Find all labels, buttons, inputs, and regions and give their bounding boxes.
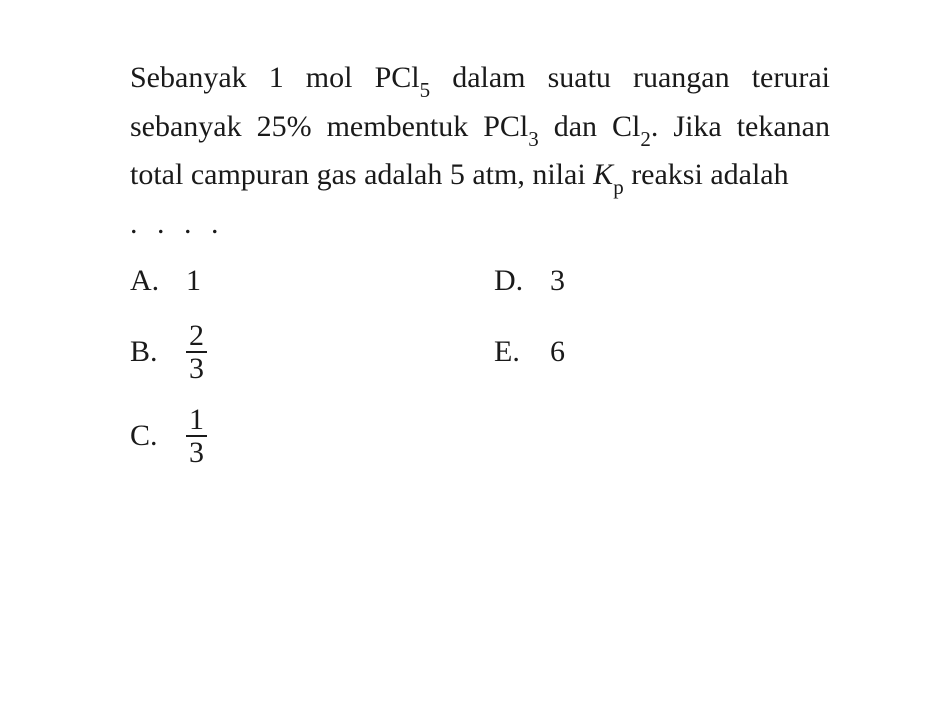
option-b-value: 2 3 [186, 320, 207, 385]
option-c-fraction: 1 3 [186, 404, 207, 469]
text-part-1: Sebanyak 1 mol PCl [130, 61, 420, 94]
option-e-label: E. [494, 335, 550, 369]
kp-k: K [593, 158, 613, 191]
option-b-numerator: 2 [186, 320, 207, 352]
question-text: Sebanyak 1 mol PCl5 dalam suatu ruangan … [130, 55, 830, 247]
option-d: D. 3 [494, 255, 830, 307]
option-a: A. 1 [130, 255, 494, 307]
option-e-value: 6 [550, 335, 565, 369]
option-c: C. 1 3 [130, 397, 494, 475]
text-part-5: reaksi adalah [624, 158, 789, 191]
subscript-pcl3: 3 [528, 127, 539, 151]
option-e: E. 6 [494, 313, 830, 391]
text-part-3: dan Cl [539, 110, 641, 143]
option-c-denominator: 3 [186, 435, 207, 469]
subscript-pcl5: 5 [420, 78, 431, 102]
subscript-cl2: 2 [640, 127, 651, 151]
option-b-label: B. [130, 335, 186, 369]
options-column-left: A. 1 B. 2 3 C. 1 3 [130, 255, 494, 481]
option-c-value: 1 3 [186, 404, 207, 469]
kp-p: p [613, 175, 624, 199]
option-c-numerator: 1 [186, 404, 207, 436]
option-c-label: C. [130, 419, 186, 453]
option-b: B. 2 3 [130, 313, 494, 391]
option-a-value: 1 [186, 264, 201, 298]
option-d-label: D. [494, 264, 550, 298]
option-a-label: A. [130, 264, 186, 298]
options-container: A. 1 B. 2 3 C. 1 3 D. 3 [130, 255, 830, 481]
options-column-right: D. 3 E. 6 [494, 255, 830, 481]
option-b-fraction: 2 3 [186, 320, 207, 385]
option-b-denominator: 3 [186, 351, 207, 385]
option-d-value: 3 [550, 264, 565, 298]
ellipsis-dots: . . . . [130, 207, 225, 240]
